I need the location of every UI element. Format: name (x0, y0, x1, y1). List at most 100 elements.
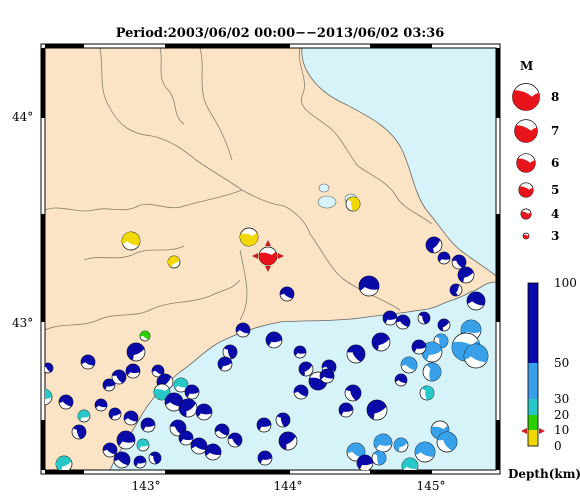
magnitude-legend-label: 5 (551, 183, 559, 197)
focal-mechanism-beachball (45, 388, 53, 406)
focal-mechanism-beachball (265, 331, 283, 349)
focal-mechanism-beachball (214, 423, 230, 439)
focal-mechanism-beachball (126, 342, 146, 362)
depth-legend-band (528, 415, 538, 430)
focal-mechanism-beachball (153, 383, 171, 401)
focal-mechanism-beachball (178, 398, 198, 418)
focal-mechanism-beachball (371, 332, 391, 352)
focal-mechanism-beachball (373, 433, 393, 453)
focal-mechanism-beachball (417, 311, 431, 325)
focal-mechanism-beachball (346, 344, 366, 364)
lon-label-145: 145° (417, 479, 446, 493)
focal-mechanism-beachball (356, 454, 374, 470)
focal-mechanism-beachball (371, 450, 387, 466)
depth-legend-tick-label: 0 (554, 439, 562, 453)
focal-mechanism-beachball (133, 455, 147, 469)
focal-mechanism-beachball (319, 368, 335, 384)
focal-mechanism-beachball (422, 362, 442, 382)
focal-mechanism-beachball (512, 83, 540, 111)
focal-mechanism-beachball (414, 441, 436, 463)
focal-mechanism-beachball (173, 377, 189, 393)
focal-mechanism-beachball (258, 246, 278, 266)
focal-mechanism-beachball (382, 310, 398, 326)
focal-mechanism-beachball (518, 182, 534, 198)
magnitude-legend-label: 8 (551, 90, 559, 104)
focal-mechanism-beachball (178, 430, 194, 446)
focal-mechanism-beachball (516, 153, 536, 173)
focal-mechanism-beachball (222, 344, 238, 360)
focal-mechanism-beachball (108, 407, 122, 421)
focal-mechanism-beachball (425, 236, 443, 254)
focal-mechanism-beachball (45, 362, 54, 374)
focal-mechanism-beachball (514, 119, 538, 143)
focal-mechanism-beachball (55, 455, 73, 470)
focal-mechanism-beachball (77, 409, 91, 423)
focal-mechanism-beachball (366, 399, 388, 421)
focal-mechanism-beachball (279, 286, 295, 302)
focal-mechanism-beachball (102, 378, 116, 392)
focal-mechanisms-layer (45, 196, 489, 470)
depth-legend-band (528, 399, 538, 415)
mainshock-marker (252, 240, 284, 272)
focal-mechanism-beachball (520, 208, 532, 220)
focal-mechanism-beachball (217, 356, 233, 372)
magnitude-legend: M 8 7 6 5 4 3 (512, 59, 559, 243)
focal-mechanism-beachball (457, 266, 475, 284)
magnitude-legend-label: 4 (551, 207, 559, 221)
lake (317, 195, 337, 209)
depth-legend-band (528, 283, 538, 363)
lake (318, 183, 330, 193)
depth-legend-tick-label: 10 (554, 423, 569, 437)
focal-mechanism-beachball (140, 417, 156, 433)
focal-mechanism-beachball (463, 343, 489, 369)
focal-mechanism-beachball (190, 437, 208, 455)
focal-mechanism-beachball (184, 384, 200, 400)
focal-mechanism-beachball (358, 275, 380, 297)
magnitude-legend-label: 7 (551, 124, 559, 138)
focal-mechanism-beachball (275, 412, 291, 428)
focal-mechanism-beachball (437, 318, 451, 332)
focal-mechanism-beachball (395, 314, 411, 330)
focal-mechanism-beachball (419, 385, 435, 401)
prefecture-borders (45, 48, 433, 331)
focal-mechanism-beachball (148, 451, 162, 465)
focal-mechanism-beachball (401, 457, 419, 470)
focal-mechanism-beachball (195, 403, 213, 421)
focal-mechanism-beachball (436, 431, 458, 453)
focal-mechanism-beachball (393, 437, 409, 453)
depth-legend-tick-label: 50 (554, 356, 569, 370)
focal-mechanism-beachball (111, 369, 127, 385)
focal-mechanism-beachball (433, 333, 449, 349)
focal-mechanism-beachball (167, 255, 181, 269)
focal-mechanism-beachball (293, 345, 307, 359)
depth-legend-tick-label: 30 (554, 392, 569, 406)
map-title: Period:2003/06/02 00:00−−2013/06/02 03:3… (115, 26, 445, 41)
focal-mechanism-beachball (151, 364, 165, 378)
map-frame (40, 43, 501, 475)
focal-mechanism-beachball (411, 339, 427, 355)
lon-label-143: 143° (132, 479, 161, 493)
depth-legend-title: Depth(km) (508, 467, 580, 481)
lat-label-43: 43° (12, 316, 33, 330)
focal-mechanism-beachball (121, 231, 141, 251)
focal-mechanism-beachball (298, 361, 314, 377)
mainshock-beachball (258, 246, 278, 266)
focal-mechanism-beachball (466, 291, 486, 311)
focal-mechanism-beachball (235, 322, 251, 338)
focal-mechanism-beachball (278, 431, 298, 451)
focal-mechanism-beachball (321, 359, 337, 375)
magnitude-legend-title: M (520, 59, 533, 73)
focal-mechanism-beachball (344, 384, 362, 402)
focal-mechanism-beachball (136, 438, 150, 452)
magnitude-legend-label: 6 (551, 156, 559, 170)
focal-mechanism-beachball (394, 373, 408, 387)
focal-mechanism-beachball (227, 432, 243, 448)
focal-mechanism-beachball (451, 254, 467, 270)
focal-mechanism-beachball (400, 356, 418, 374)
focal-mechanism-beachball (116, 430, 136, 450)
focal-mechanism-beachball (58, 394, 74, 410)
focal-mechanism-beachball (293, 384, 309, 400)
focal-mechanism-beachball (239, 227, 259, 247)
